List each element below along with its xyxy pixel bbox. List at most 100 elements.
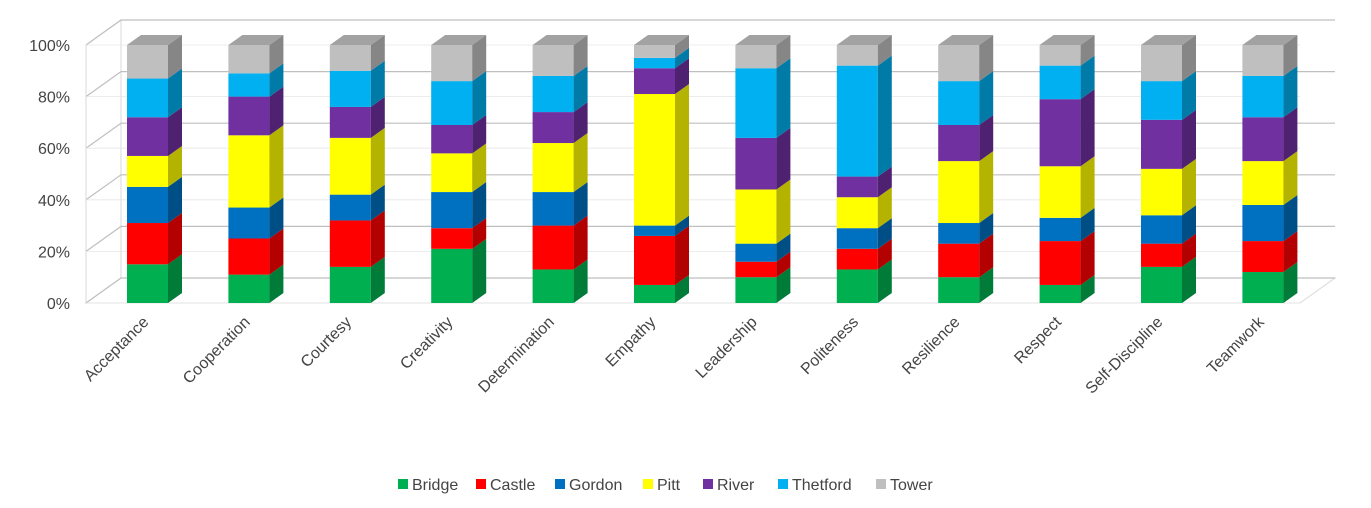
bar-segment <box>228 45 270 74</box>
bar-segment-side <box>776 251 791 278</box>
bar-segment-side <box>269 125 284 208</box>
bar-segment-side <box>370 256 385 303</box>
bar-column <box>532 35 588 303</box>
legend-swatch <box>398 479 408 489</box>
bar-segment-side <box>877 166 892 198</box>
bar-top <box>938 35 994 45</box>
bar-segment <box>329 137 371 195</box>
bar-segment <box>127 223 168 265</box>
bar-segment-side <box>675 84 689 226</box>
bar-segment <box>1242 204 1284 242</box>
bar-segment-side <box>1283 231 1298 273</box>
bar-column <box>329 35 385 303</box>
bar-segment-side <box>877 187 892 229</box>
bar-segment-side <box>675 58 689 95</box>
bar-segment <box>735 68 777 138</box>
bar-segment <box>634 94 675 226</box>
gridline <box>85 70 1335 98</box>
gridline <box>85 225 1335 252</box>
y-tick-label: 60% <box>38 141 70 158</box>
bar-segment-side <box>1182 71 1196 120</box>
bar-segment-side <box>269 86 284 136</box>
bar-segment <box>532 225 574 270</box>
bar-segment <box>1242 75 1284 118</box>
x-category-label: Respect <box>1011 313 1065 367</box>
bar-segment-side <box>877 259 892 303</box>
bar-segment <box>532 269 574 303</box>
bar-segment <box>634 225 675 236</box>
legend-item-river: River <box>703 477 755 494</box>
bar-segment <box>329 266 371 303</box>
legend-label: Castle <box>490 477 535 494</box>
bar-segment-side <box>877 35 892 66</box>
bar-segment <box>1039 284 1081 303</box>
bar-segment-side <box>776 35 791 69</box>
bar-segment <box>634 284 675 303</box>
bar-segment <box>127 78 168 118</box>
bar-segment <box>228 96 270 136</box>
bar-segment-side <box>168 68 182 118</box>
bar-segment-side <box>370 96 385 138</box>
bar-segment-side <box>573 215 588 270</box>
bar-segment <box>1141 81 1182 120</box>
bar-segment <box>1242 161 1284 205</box>
bar-segment-side <box>1182 256 1196 303</box>
bar-segment <box>1141 243 1182 267</box>
bar-segment-side <box>1080 156 1095 218</box>
legend-item-castle: Castle <box>476 477 535 494</box>
bar-segment-side <box>472 218 487 249</box>
bar-top <box>127 35 182 45</box>
bar-segment-side <box>1182 35 1196 82</box>
bar-segment <box>329 45 371 71</box>
bar-segment-side <box>776 267 791 303</box>
bar-top <box>1039 35 1095 45</box>
bar-column <box>1141 35 1196 303</box>
bar-segment-side <box>776 127 791 190</box>
bar-column <box>735 35 791 303</box>
legend-label: Tower <box>890 477 933 494</box>
bar-segment <box>1242 117 1284 162</box>
gridline <box>85 122 1335 149</box>
bar-segment-side <box>675 35 689 58</box>
bar-segment-side <box>675 225 689 285</box>
bar-segment <box>532 112 574 144</box>
bar-segment-side <box>1182 109 1196 169</box>
bar-segment-side <box>979 35 994 82</box>
bar-segment-side <box>979 267 994 303</box>
y-tick-label: 40% <box>38 193 70 210</box>
bar-segment <box>329 106 371 138</box>
bar-segment <box>1039 99 1081 167</box>
bar-segment-side <box>1182 233 1196 267</box>
bar-segment-side <box>877 238 892 270</box>
bar-segment <box>532 75 574 113</box>
bar-segment-side <box>979 71 994 125</box>
bar-segment-side <box>370 127 385 195</box>
bar-top <box>634 35 689 45</box>
bar-segment <box>329 194 371 221</box>
bar-segment <box>836 248 878 270</box>
bar-segment <box>431 228 473 249</box>
bar-segment-side <box>1080 89 1095 167</box>
bar-segment-side <box>573 259 588 303</box>
bar-segment-side <box>1182 158 1196 216</box>
legend-item-tower: Tower <box>876 477 933 494</box>
bar-segment <box>735 243 777 262</box>
bar-segment-side <box>1080 231 1095 285</box>
bar-segment <box>431 45 473 82</box>
legend-label: Bridge <box>412 477 458 494</box>
legend-label: Gordon <box>569 477 622 494</box>
gridline <box>85 277 1335 304</box>
bar-segment <box>1242 272 1284 303</box>
legend-label: Thetford <box>792 477 852 494</box>
bar-segment-side <box>1080 274 1095 303</box>
bar-segment <box>1141 266 1182 303</box>
bar-segment <box>1039 241 1081 285</box>
bar-column <box>634 35 689 303</box>
bar-segment-side <box>573 133 588 193</box>
bar-segment-side <box>776 233 791 262</box>
bar-segment-side <box>573 182 588 226</box>
bar-segment <box>1141 119 1182 169</box>
bar-segment <box>836 65 878 177</box>
bar-segment-side <box>168 254 182 303</box>
bar-segment <box>938 161 980 224</box>
